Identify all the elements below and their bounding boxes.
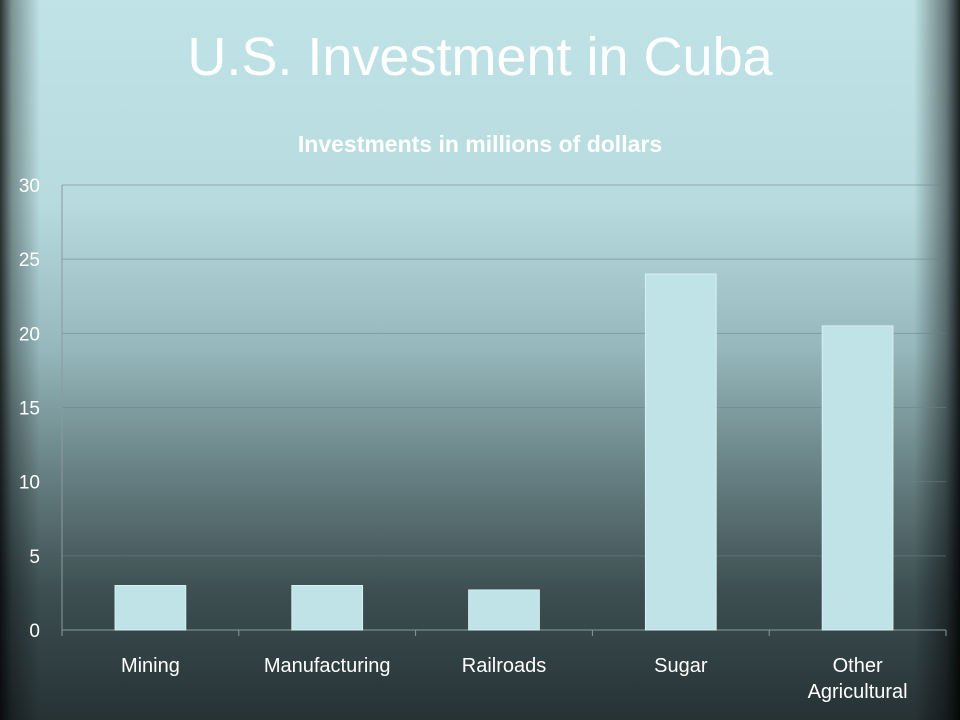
chart-title: Investments in millions of dollars	[297, 131, 663, 157]
y-tick-label: 0	[29, 621, 40, 642]
bars	[114, 273, 894, 631]
bar	[114, 585, 187, 631]
axes	[61, 185, 947, 636]
x-tick-label: Railroads	[462, 655, 546, 677]
bar	[291, 585, 364, 631]
x-tick-labels: Mining Manufacturing Railroads Sugar Other Ag…	[121, 655, 908, 703]
x-tick-label: Mining	[121, 655, 180, 677]
bar	[821, 325, 894, 631]
x-tick-label: Manufacturing	[264, 655, 391, 677]
x-tick-label: Other Agricultural	[808, 655, 908, 703]
y-tick-label: 25	[19, 250, 40, 271]
bar	[468, 589, 540, 631]
y-tick-label: 20	[19, 324, 40, 345]
y-tick-label: 15	[19, 399, 40, 420]
y-tick-label: 10	[19, 473, 40, 494]
y-tick-label: 5	[29, 547, 40, 568]
x-tick-label: Sugar	[654, 655, 708, 677]
slide-title: U.S. Investment in Cuba	[187, 27, 773, 87]
gridlines	[62, 184, 946, 557]
y-tick-label: 30	[19, 176, 40, 197]
bar	[644, 273, 717, 631]
y-tick-labels: 0 5 10 15 20 25 30	[19, 176, 40, 642]
